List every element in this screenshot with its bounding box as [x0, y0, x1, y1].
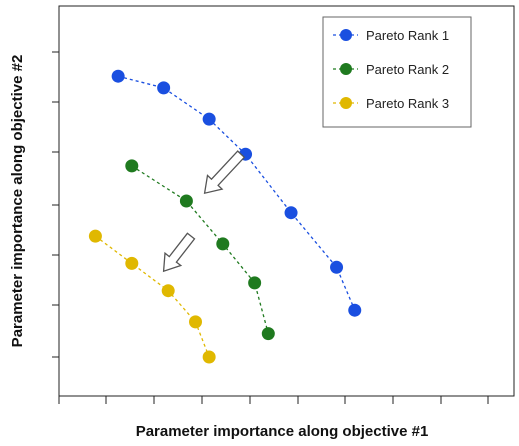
point-rank-2-1 — [125, 159, 139, 173]
point-rank-2-5 — [261, 327, 275, 341]
point-rank-3-5 — [202, 350, 216, 364]
point-rank-2-3 — [216, 237, 230, 251]
legend-entry-rank-1: Pareto Rank 1 — [333, 28, 449, 43]
axis-ticks — [52, 51, 489, 404]
series-line-rank-1 — [118, 75, 356, 311]
legend-entry-rank-2: Pareto Rank 2 — [333, 62, 449, 77]
direction-arrow-2 — [162, 232, 196, 273]
y-axis-title: Parameter importance along objective #2 — [9, 55, 26, 348]
point-rank-2-2 — [179, 194, 193, 208]
point-rank-1-2 — [157, 81, 171, 95]
series-rank-1 — [111, 69, 362, 317]
plot-frame — [58, 5, 515, 397]
point-rank-3-4 — [189, 315, 202, 329]
point-rank-1-3 — [202, 112, 216, 126]
point-rank-3-3 — [161, 284, 175, 298]
x-axis-title: Parameter importance along objective #1 — [136, 423, 429, 440]
point-rank-2-4 — [248, 276, 262, 290]
direction-arrow-1 — [203, 150, 246, 195]
point-rank-1-6 — [330, 260, 344, 274]
series-layer — [88, 69, 362, 364]
legend-marker-rank-1 — [340, 29, 352, 41]
point-rank-1-7 — [348, 303, 362, 317]
annotation-arrows — [162, 150, 246, 273]
legend-label-rank-1: Pareto Rank 1 — [366, 28, 449, 43]
legend-marker-rank-3 — [340, 97, 352, 109]
series-rank-3 — [88, 229, 216, 364]
series-line-rank-3 — [95, 235, 210, 358]
series-line-rank-2 — [131, 165, 269, 334]
series-rank-2 — [125, 159, 275, 341]
legend-label-rank-2: Pareto Rank 2 — [366, 62, 449, 77]
point-rank-3-2 — [125, 256, 139, 270]
legend-label-rank-3: Pareto Rank 3 — [366, 96, 449, 111]
point-rank-1-1 — [111, 69, 125, 83]
legend-marker-rank-2 — [340, 63, 352, 75]
point-rank-1-5 — [284, 206, 298, 220]
point-rank-3-1 — [88, 229, 102, 243]
legend-entry-rank-3: Pareto Rank 3 — [333, 96, 449, 111]
legend: Pareto Rank 1 Pareto Rank 2 Pareto Rank 3 — [322, 16, 472, 128]
